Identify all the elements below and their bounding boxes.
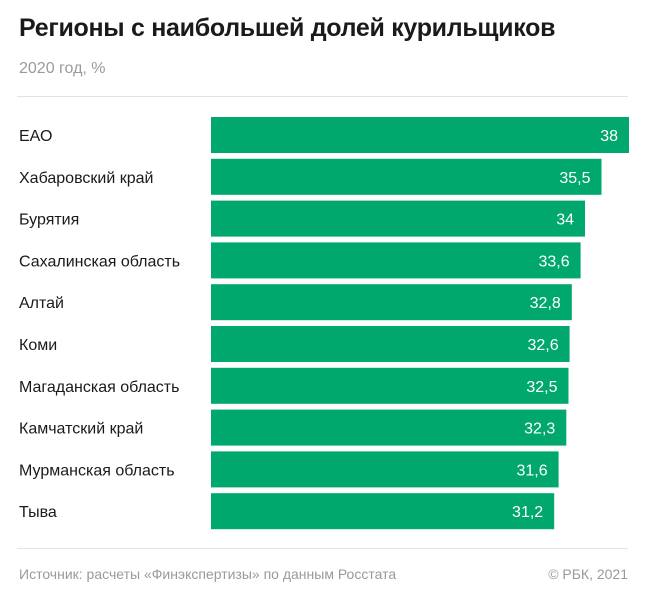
value-label: 32,8 xyxy=(530,295,561,312)
category-label: Камчатский край xyxy=(19,421,143,438)
value-label: 35,5 xyxy=(559,170,590,187)
value-label: 31,2 xyxy=(512,504,543,521)
category-label: Магаданская область xyxy=(19,379,179,396)
category-label: Алтай xyxy=(19,295,64,312)
category-label: Бурятия xyxy=(19,212,79,229)
bar xyxy=(211,493,555,530)
bar xyxy=(211,117,629,153)
category-label: Тыва xyxy=(19,504,57,521)
category-label: Хабаровский край xyxy=(19,170,153,187)
value-label: 32,3 xyxy=(524,421,555,438)
bar xyxy=(211,158,602,195)
source-note: Источник: расчеты «Финэкспертизы» по дан… xyxy=(19,566,397,582)
copyright: © РБК, 2021 xyxy=(548,566,628,582)
chart-title: Регионы с наибольшей долей курильщиков xyxy=(19,14,556,42)
top-divider xyxy=(17,96,628,97)
bar xyxy=(211,284,572,321)
bar xyxy=(211,326,570,362)
bar xyxy=(211,409,567,446)
category-label: Коми xyxy=(19,337,57,354)
value-label: 34 xyxy=(556,212,574,229)
chart-subtitle: 2020 год, % xyxy=(19,60,106,77)
value-label: 38 xyxy=(600,128,618,145)
value-label: 32,6 xyxy=(527,337,558,354)
category-label: Мурманская область xyxy=(19,462,175,479)
category-label: Сахалинская область xyxy=(19,253,180,270)
bar xyxy=(211,367,569,404)
bar xyxy=(211,200,585,237)
value-label: 32,5 xyxy=(526,379,557,396)
bar xyxy=(211,451,559,488)
value-label: 31,6 xyxy=(516,462,547,479)
category-label: ЕАО xyxy=(19,128,52,145)
bar xyxy=(211,242,581,279)
value-label: 33,6 xyxy=(538,253,569,270)
bottom-divider xyxy=(17,548,628,549)
